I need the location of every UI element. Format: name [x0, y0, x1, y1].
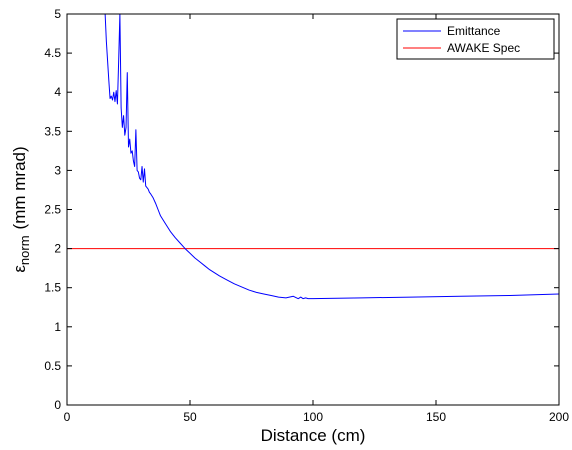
- x-tick-label: 150: [426, 410, 446, 424]
- x-axis: 0 50 100 150 200: [64, 14, 569, 424]
- x-axis-title: Distance (cm): [261, 426, 366, 445]
- x-tick-label: 50: [183, 410, 197, 424]
- x-tick-label: 200: [549, 410, 569, 424]
- y-tick-label: 0: [54, 398, 61, 412]
- y-tick-label: 4: [54, 85, 61, 99]
- legend-label-awake-spec: AWAKE Spec: [447, 41, 520, 55]
- y-tick-label: 4.5: [44, 46, 61, 60]
- plot-area: [67, 14, 559, 405]
- y-axis: 0 0.5 1 1.5 2 2.5 3 3.5 4 4.5 5: [44, 7, 559, 412]
- y-tick-label: 3: [54, 163, 61, 177]
- y-axis-unit: (mm mrad): [10, 146, 29, 229]
- series-line-emittance: [104, 14, 559, 300]
- y-axis-subscript: norm: [17, 235, 32, 265]
- y-tick-label: 1.5: [44, 281, 61, 295]
- y-tick-label: 3.5: [44, 124, 61, 138]
- series-layer: [67, 14, 559, 300]
- x-tick-label: 0: [64, 410, 71, 424]
- legend: Emittance AWAKE Spec: [396, 18, 555, 60]
- legend-box: [396, 18, 555, 60]
- y-axis-title: εnorm (mm mrad): [10, 146, 32, 272]
- y-tick-label: 2.5: [44, 203, 61, 217]
- y-tick-label: 5: [54, 7, 61, 21]
- y-tick-label: 1: [54, 320, 61, 334]
- x-tick-label: 100: [303, 410, 323, 424]
- legend-label-emittance: Emittance: [447, 24, 501, 38]
- y-tick-label: 2: [54, 242, 61, 256]
- y-tick-label: 0.5: [44, 359, 61, 373]
- y-axis-symbol: ε: [10, 265, 29, 273]
